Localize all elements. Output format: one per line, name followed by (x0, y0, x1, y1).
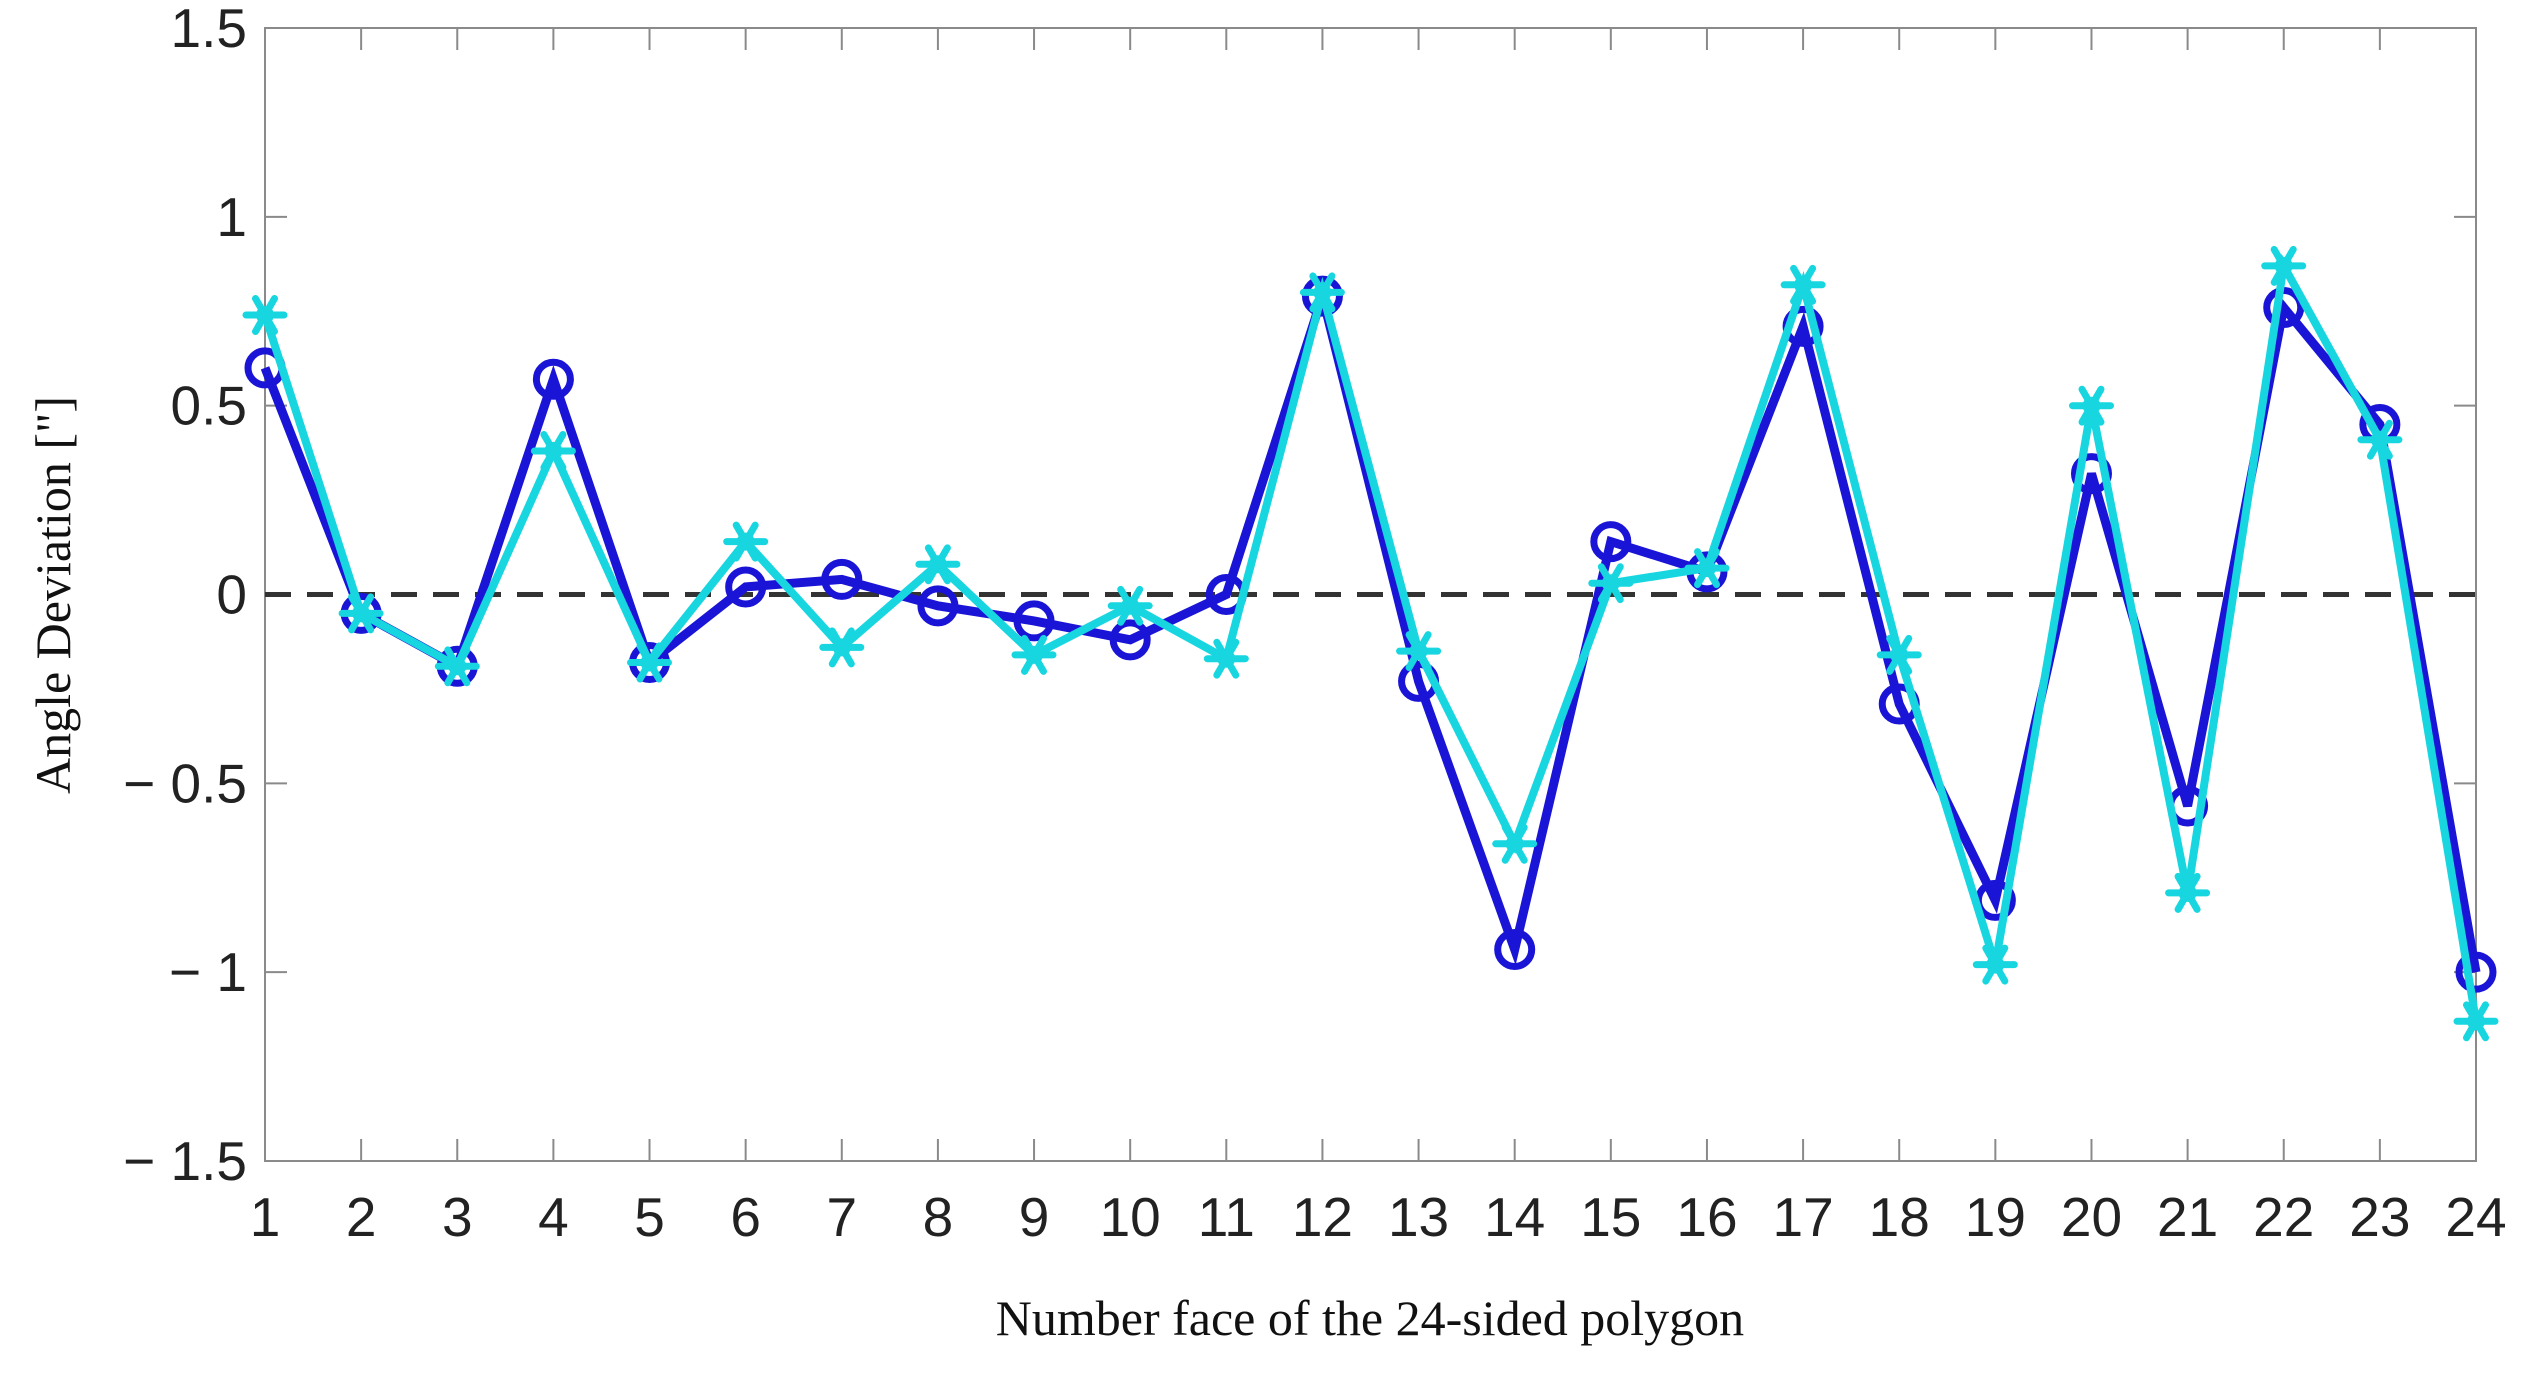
x-tick-label: 4 (538, 1186, 569, 1248)
x-tick-label: 7 (826, 1186, 857, 1248)
x-tick-label: 21 (2157, 1186, 2218, 1248)
series-2-point (1107, 585, 1153, 626)
series-2-point (2357, 419, 2403, 460)
series-1-point (532, 358, 574, 400)
series-2-point (1588, 563, 1634, 604)
y-tick-label: 0 (216, 564, 247, 626)
series-1-point (1109, 619, 1151, 661)
series-1-point (1590, 521, 1632, 563)
series-1-point (725, 566, 767, 608)
series-2-point (530, 431, 576, 471)
series-2-point (1972, 944, 2018, 985)
x-axis-title: Number face of the 24-sided polygon (996, 1290, 1744, 1346)
x-tick-label: 13 (1388, 1186, 1449, 1248)
y-tick-group: 1.5 1 0.5 0 − 0.5 − 1 − 1.5 (123, 0, 2476, 1192)
series-2-point (242, 295, 288, 335)
series-2-point (1876, 634, 1922, 675)
series-1-point (2455, 951, 2497, 993)
series-2-point (2165, 872, 2211, 913)
x-tick-label: 8 (923, 1186, 954, 1248)
x-tick-label: 2 (346, 1186, 377, 1248)
series-1-point (821, 558, 863, 600)
series-1-line (260, 279, 2481, 973)
y-tick-label: − 1.5 (123, 1130, 247, 1192)
series-2-point (1203, 638, 1249, 679)
series-2-point (915, 544, 961, 585)
x-tick-label: 3 (442, 1186, 473, 1248)
x-tick-label: 18 (1869, 1186, 1930, 1248)
x-tick-label: 12 (1292, 1186, 1353, 1248)
series-1-point (1013, 600, 1055, 642)
series-2-point (2069, 385, 2114, 426)
series-2-point (434, 646, 480, 687)
x-tick-label: 5 (634, 1186, 665, 1248)
y-tick-label: − 1 (169, 941, 247, 1003)
x-tick-label: 1 (250, 1186, 281, 1248)
series-2-point (1396, 631, 1442, 672)
y-axis-title: Angle Deviation ["] (25, 396, 81, 794)
series-2-point (819, 627, 865, 668)
x-tick-label: 20 (2061, 1186, 2122, 1248)
x-tick-label: 10 (1100, 1186, 1161, 1248)
x-tick-group: 1 2 3 4 5 6 7 8 9 10 11 12 13 14 15 16 17 18 19 20 21 22 23 24 (250, 28, 2507, 1248)
x-tick-label: 19 (1965, 1186, 2026, 1248)
series-2-point (1492, 823, 1538, 864)
series-2-point (723, 521, 769, 562)
x-tick-label: 24 (2445, 1186, 2506, 1248)
series-2-group (242, 245, 2499, 1042)
series-1-point (1494, 929, 1536, 971)
series-2-point (1299, 272, 1345, 313)
series-2-point (2453, 1001, 2499, 1042)
series-2-point (1684, 548, 1730, 589)
y-tick-label: 0.5 (171, 375, 247, 437)
series-2-point (1011, 634, 1057, 675)
x-tick-label: 22 (2253, 1186, 2314, 1248)
x-tick-label: 15 (1580, 1186, 1641, 1248)
series-2-point (1780, 264, 1826, 305)
x-tick-label: 9 (1019, 1186, 1050, 1248)
x-tick-label: 11 (1198, 1186, 1255, 1248)
series-group (242, 245, 2499, 1042)
series-2-line (261, 253, 2480, 1022)
x-tick-label: 14 (1484, 1186, 1545, 1248)
y-tick-label: 1 (216, 186, 247, 248)
y-tick-label: − 0.5 (123, 752, 247, 814)
x-tick-label: 6 (730, 1186, 761, 1248)
x-tick-label: 23 (2349, 1186, 2410, 1248)
series-2-point (338, 593, 384, 634)
series-2-point (627, 642, 672, 683)
y-tick-label: 1.5 (171, 0, 247, 59)
series-1-point (917, 585, 959, 627)
x-tick-label: 16 (1676, 1186, 1737, 1248)
x-tick-label: 17 (1772, 1186, 1833, 1248)
series-2-point (2261, 245, 2307, 286)
series-1-group (244, 275, 2497, 993)
